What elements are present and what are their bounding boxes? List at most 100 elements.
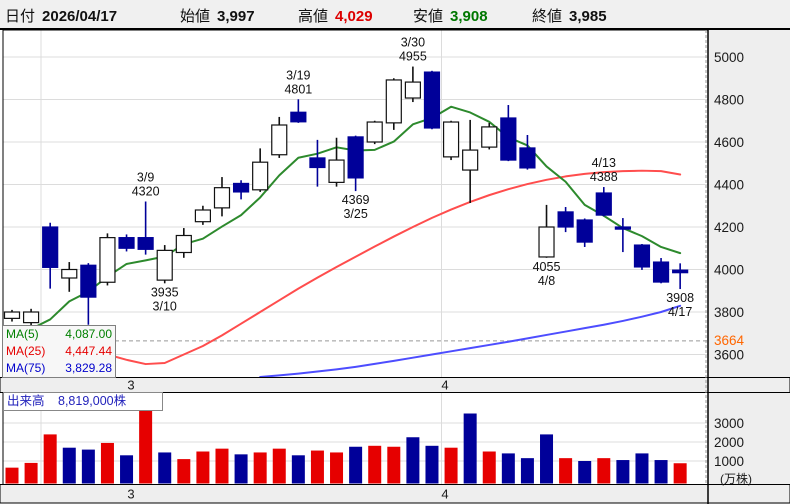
candlestick bbox=[652, 261, 670, 283]
volume-bar bbox=[310, 450, 324, 484]
volume-bar bbox=[291, 455, 305, 484]
candlestick bbox=[385, 79, 402, 124]
ma75-legend-row: MA(75) 3,829.28 bbox=[3, 360, 115, 377]
volume-bar bbox=[387, 446, 401, 484]
candlestick bbox=[42, 226, 59, 268]
volume-unit-label: (万株) bbox=[720, 471, 752, 486]
price-annotation: 3935 bbox=[151, 285, 179, 299]
close-label: 終値 bbox=[532, 8, 563, 25]
close-value: 3,985 bbox=[569, 8, 607, 25]
date-label: 日付 bbox=[5, 8, 36, 25]
price-annotation: 4055 bbox=[533, 260, 561, 274]
volume-bar bbox=[120, 455, 134, 484]
volume-bar bbox=[520, 458, 534, 484]
candlestick bbox=[595, 192, 612, 216]
volume-bar bbox=[158, 452, 172, 484]
month-label: 4 bbox=[441, 378, 448, 393]
price-tick-label: 3800 bbox=[714, 305, 744, 320]
volume-tick-label: 1000 bbox=[714, 454, 744, 469]
low-label: 安値 bbox=[413, 8, 444, 25]
high-label: 高値 bbox=[298, 8, 329, 25]
candlestick bbox=[672, 269, 689, 274]
price-annotation: 4388 bbox=[590, 170, 618, 184]
date-field: 日付 2026/04/17 bbox=[5, 5, 117, 26]
candlestick bbox=[462, 149, 479, 171]
low-field: 安値 3,908 bbox=[413, 5, 488, 26]
volume-bar bbox=[272, 448, 286, 484]
candlestick bbox=[80, 264, 97, 298]
volume-bar bbox=[540, 434, 554, 484]
volume-bar bbox=[349, 446, 363, 484]
open-value: 3,997 bbox=[217, 8, 255, 25]
ma75-label: MA(75) bbox=[6, 361, 46, 375]
volume-bar bbox=[5, 467, 19, 484]
volume-bar bbox=[406, 437, 420, 484]
volume-tick-label: 3000 bbox=[714, 416, 744, 431]
candlestick bbox=[213, 187, 231, 209]
price-annotation: 4/13 bbox=[592, 156, 616, 170]
price-tick-label: 4400 bbox=[714, 178, 744, 193]
candlestick bbox=[557, 211, 574, 228]
candlestick bbox=[442, 121, 460, 158]
ma25-line bbox=[106, 169, 682, 366]
right-axis-band bbox=[708, 30, 790, 504]
ma5-legend-row: MA(5) 4,087.00 bbox=[3, 326, 115, 343]
volume-header: 出来高 8,819,000株 bbox=[3, 392, 163, 411]
candlestick bbox=[252, 161, 269, 191]
candlestick bbox=[3, 311, 21, 319]
price-annotation: 3/25 bbox=[343, 207, 367, 221]
price-tick-label: 4000 bbox=[714, 263, 744, 278]
volume-label: 出来高 bbox=[7, 394, 45, 408]
price-annotation: 3/10 bbox=[153, 299, 177, 313]
date-value: 2026/04/17 bbox=[42, 8, 118, 25]
price-annotation: 3/19 bbox=[286, 68, 310, 82]
volume-bar bbox=[444, 447, 458, 484]
price-annotation: 3/9 bbox=[137, 171, 154, 185]
month-label: 4 bbox=[441, 487, 448, 502]
volume-bar bbox=[597, 458, 611, 484]
high-value: 4,029 bbox=[335, 8, 373, 25]
candlestick bbox=[347, 136, 364, 179]
volume-bar bbox=[24, 462, 38, 484]
volume-bar bbox=[139, 409, 153, 484]
volume-bar bbox=[330, 452, 344, 484]
candlestick bbox=[175, 234, 192, 254]
volume-bar bbox=[177, 459, 191, 484]
price-annotation: 4320 bbox=[132, 185, 160, 199]
candlestick bbox=[309, 157, 326, 169]
price-annotation: 4/8 bbox=[538, 274, 555, 288]
candlestick bbox=[194, 209, 211, 223]
volume-bar bbox=[616, 460, 630, 484]
volume-bar bbox=[253, 452, 267, 484]
month-label: 3 bbox=[127, 487, 134, 502]
candlestick bbox=[22, 311, 40, 324]
price-tick-label: 5000 bbox=[714, 50, 744, 65]
candlestick bbox=[481, 126, 498, 148]
price-annotation: 3908 bbox=[666, 291, 694, 305]
ma5-value: 4,087.00 bbox=[65, 327, 112, 341]
volume-bar bbox=[62, 447, 76, 484]
candlestick bbox=[519, 147, 536, 169]
month-axis-band-bottom bbox=[0, 484, 790, 504]
month-label: 3 bbox=[127, 378, 134, 393]
candlestick bbox=[118, 237, 135, 249]
price-annotation: 4955 bbox=[399, 50, 427, 64]
volume-bar bbox=[463, 413, 477, 484]
volume-tick-label: 2000 bbox=[714, 435, 744, 450]
candlestick bbox=[614, 226, 631, 230]
quote-header: 日付 2026/04/17 始値 3,997 高値 4,029 安値 3,908 終値 3… bbox=[0, 0, 790, 30]
ma5-label: MA(5) bbox=[6, 327, 39, 341]
candlestick bbox=[328, 159, 345, 183]
candlestick bbox=[404, 81, 421, 99]
volume-bar bbox=[100, 442, 114, 484]
volume-bar bbox=[654, 460, 668, 484]
candlestick bbox=[538, 226, 555, 258]
candlestick bbox=[366, 121, 383, 143]
volume-bar bbox=[425, 445, 439, 484]
volume-bar bbox=[215, 448, 229, 484]
price-tick-label: 3600 bbox=[714, 348, 744, 363]
volume-bar bbox=[635, 453, 649, 484]
high-field: 高値 4,029 bbox=[298, 5, 373, 26]
price-annotation: 4/17 bbox=[668, 305, 692, 319]
